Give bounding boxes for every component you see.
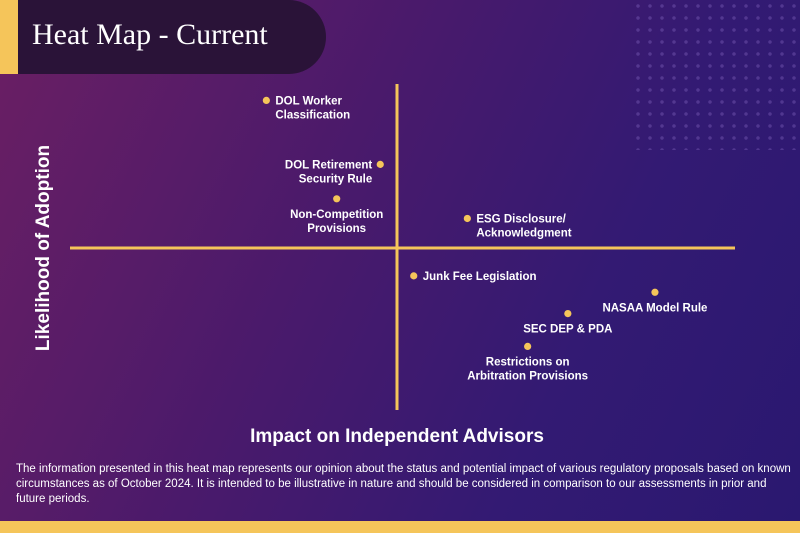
title-banner: Heat Map - Current	[0, 0, 326, 74]
title-accent-bar	[0, 0, 18, 74]
data-point-marker	[463, 214, 471, 223]
data-point-label: NASAA Model Rule	[602, 302, 707, 314]
data-point-label: ESG Disclosure/Acknowledgment	[476, 213, 571, 239]
y-axis-label: Likelihood of Adoption	[33, 144, 54, 352]
data-point-label: SEC DEP & PDA	[523, 324, 612, 336]
page-title: Heat Map - Current	[32, 18, 268, 51]
data-point-label: Restrictions on Arbitration Provisions	[467, 356, 588, 382]
data-point-label: DOL Worker Classification	[275, 95, 350, 121]
data-point-marker	[524, 342, 532, 350]
data-point-marker	[564, 310, 572, 318]
data-points: DOL Worker Classification DOL Retirement Se…	[262, 95, 707, 382]
data-point-marker	[333, 195, 341, 203]
data-point-label: DOL Retirement Security Rule	[285, 159, 373, 185]
data-point-marker	[651, 288, 659, 296]
bottom-accent-bar	[0, 521, 800, 533]
data-point-marker	[410, 272, 418, 280]
data-point-marker	[262, 96, 270, 104]
x-axis-label: Impact on Independent Advisors	[250, 426, 544, 447]
disclaimer-text: The information presented in this heat m…	[16, 463, 791, 505]
quadrant-axes	[70, 84, 735, 410]
decorative-dot-pattern	[632, 0, 800, 150]
data-point-marker	[376, 160, 384, 168]
data-point-label: Junk Fee Legislation	[423, 271, 537, 283]
data-point-label: Non-Competition Provisions	[290, 209, 383, 235]
